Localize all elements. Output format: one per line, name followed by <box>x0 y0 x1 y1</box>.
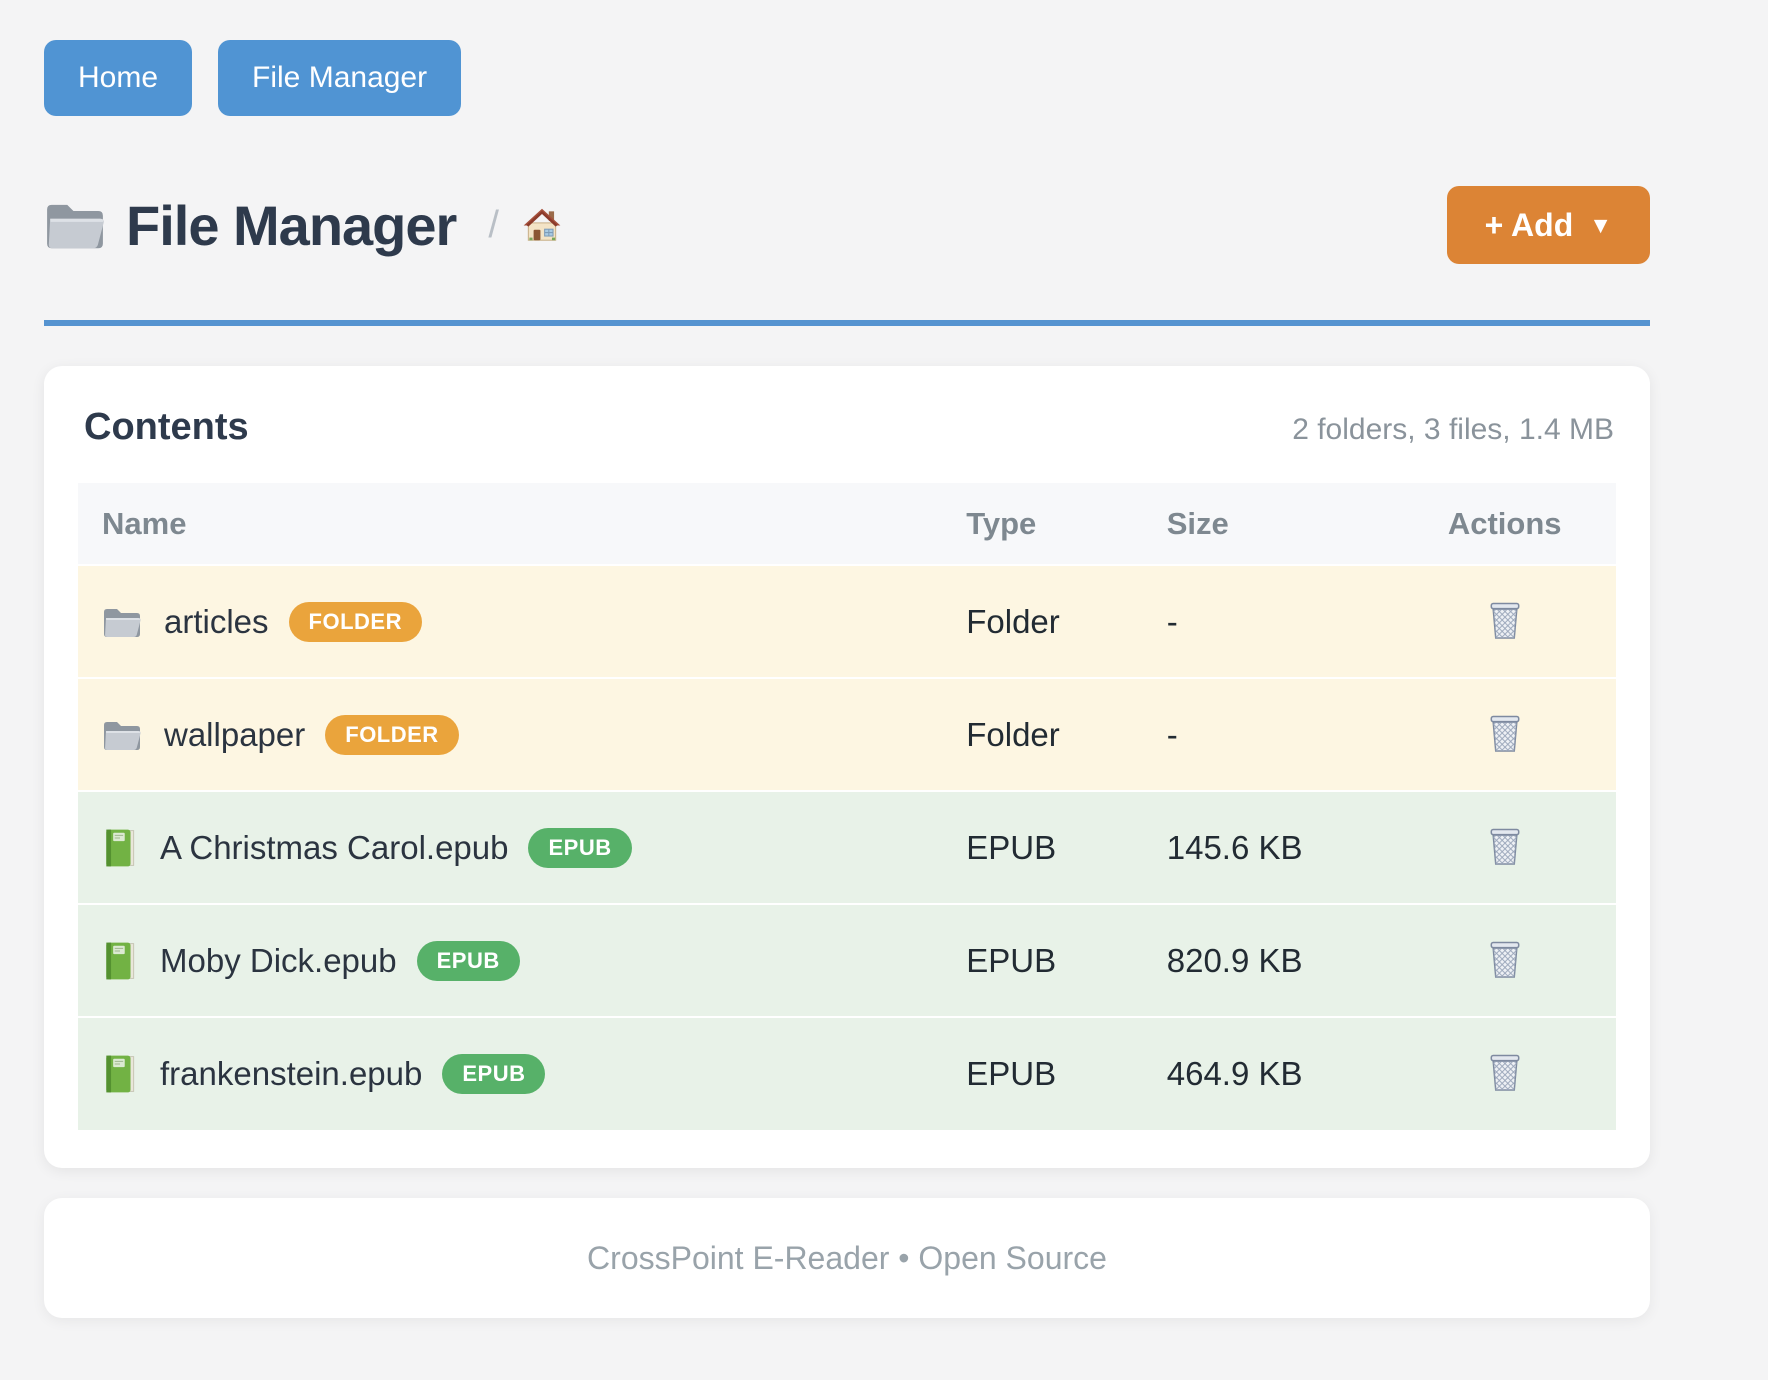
type-badge: EPUB <box>416 940 520 981</box>
table-header-row: Name Type Size Actions <box>78 483 1616 565</box>
file-name[interactable]: Moby Dick.epub <box>160 941 397 979</box>
column-header-name: Name <box>102 505 187 541</box>
table-row: Moby Dick.epub EPUB EPUB 820.9 KB <box>78 904 1616 1017</box>
trash-icon <box>1488 1052 1522 1092</box>
book-icon <box>102 1054 138 1094</box>
page: Home File Manager File Manager / + Add ▼… <box>44 40 1650 1318</box>
folder-icon <box>44 198 106 252</box>
type-badge: EPUB <box>442 1054 546 1094</box>
nav-file-manager-button[interactable]: File Manager <box>218 40 462 116</box>
column-header-size: Size <box>1166 505 1229 541</box>
table-row: A Christmas Carol.epub EPUB EPUB 145.6 KB <box>78 791 1616 904</box>
type-cell: EPUB <box>966 828 1057 866</box>
table-body: articles FOLDER Folder - wallpaper FOLDER Fold… <box>78 565 1616 1130</box>
delete-button[interactable] <box>1484 709 1526 757</box>
trash-icon <box>1488 600 1522 640</box>
add-button[interactable]: + Add ▼ <box>1446 186 1650 264</box>
table-row: frankenstein.epub EPUB EPUB 464.9 KB <box>78 1017 1616 1130</box>
file-name[interactable]: frankenstein.epub <box>160 1055 423 1092</box>
type-badge: FOLDER <box>288 601 422 642</box>
add-button-label: + Add <box>1484 206 1574 243</box>
delete-button[interactable] <box>1484 822 1526 870</box>
footer: CrossPoint E-Reader • Open Source <box>44 1198 1650 1318</box>
type-badge: EPUB <box>528 827 632 868</box>
title-divider <box>44 320 1650 326</box>
file-name[interactable]: wallpaper <box>164 715 306 753</box>
breadcrumb-separator: / <box>488 203 499 246</box>
book-icon <box>102 828 138 868</box>
size-cell: - <box>1166 715 1178 753</box>
home-icon[interactable] <box>521 204 563 246</box>
table-row: wallpaper FOLDER Folder - <box>78 678 1616 791</box>
page-header: File Manager / + Add ▼ <box>44 186 1650 264</box>
contents-card: Contents 2 folders, 3 files, 1.4 MB Name… <box>44 366 1650 1168</box>
book-icon <box>102 941 138 981</box>
type-badge: FOLDER <box>325 714 459 755</box>
table-row: articles FOLDER Folder - <box>78 565 1616 678</box>
delete-button[interactable] <box>1484 596 1526 644</box>
size-cell: 820.9 KB <box>1166 941 1303 979</box>
type-cell: EPUB <box>966 941 1057 979</box>
trash-icon <box>1488 713 1522 753</box>
size-cell: - <box>1166 602 1178 640</box>
folder-icon <box>102 604 142 640</box>
column-header-actions: Actions <box>1447 505 1562 541</box>
size-cell: 145.6 KB <box>1166 828 1303 866</box>
delete-button[interactable] <box>1484 935 1526 983</box>
contents-summary: 2 folders, 3 files, 1.4 MB <box>1292 413 1614 446</box>
page-title: File Manager <box>126 193 457 257</box>
contents-title: Contents <box>84 406 249 448</box>
folder-icon <box>102 717 142 753</box>
file-name[interactable]: articles <box>164 602 269 640</box>
size-cell: 464.9 KB <box>1166 1055 1303 1092</box>
file-name[interactable]: A Christmas Carol.epub <box>160 828 509 866</box>
nav-home-button[interactable]: Home <box>44 40 193 116</box>
type-cell: Folder <box>966 715 1060 753</box>
column-header-type: Type <box>966 505 1037 541</box>
file-table: Name Type Size Actions articles FOLDER Fol… <box>78 483 1616 1130</box>
footer-text: CrossPoint E-Reader • Open Source <box>587 1239 1107 1276</box>
trash-icon <box>1488 826 1522 866</box>
type-cell: Folder <box>966 602 1060 640</box>
chevron-down-icon: ▼ <box>1589 211 1612 238</box>
delete-button[interactable] <box>1484 1048 1526 1096</box>
nav-bar: Home File Manager <box>44 40 1650 116</box>
trash-icon <box>1488 939 1522 979</box>
type-cell: EPUB <box>966 1055 1057 1092</box>
